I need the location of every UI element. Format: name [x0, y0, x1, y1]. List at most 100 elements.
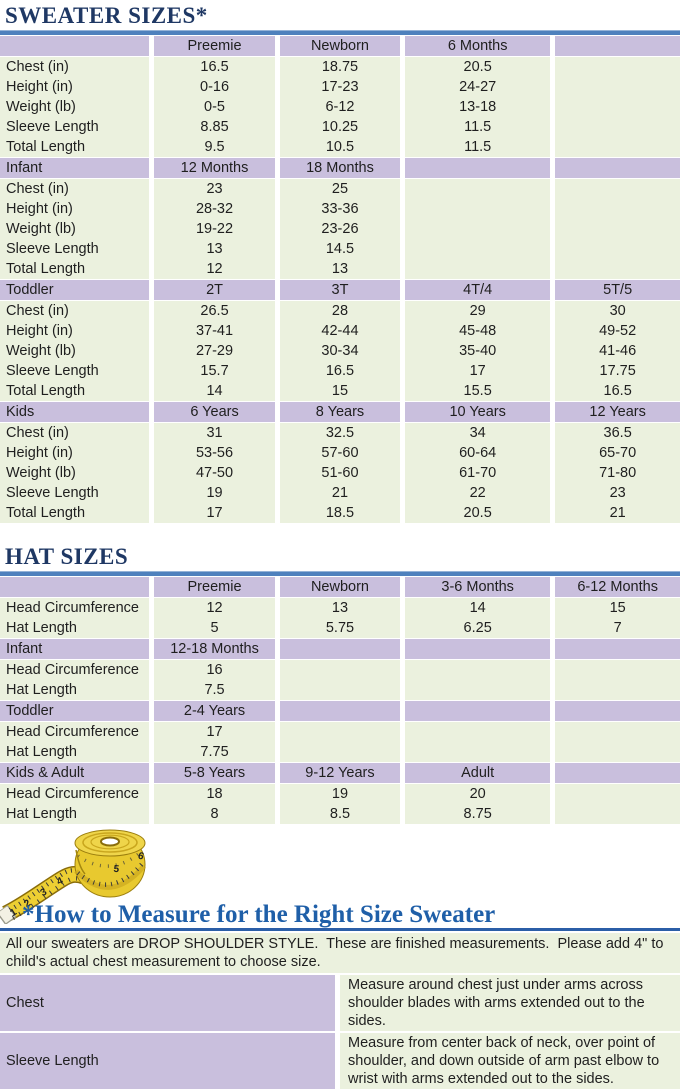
value-cell [552, 259, 680, 280]
row-label-cell: Sleeve Length [0, 239, 155, 259]
column-header-cell [402, 700, 556, 722]
value-cell: 13 [277, 259, 406, 280]
value-cell: 16.5 [552, 381, 680, 402]
row-label-cell: Sleeve Length [0, 483, 155, 503]
column-header-cell: 12 Years [552, 401, 680, 423]
section-header-row: Infant 12 Months 18 Months [0, 157, 680, 179]
value-cell: 28-32 [151, 199, 280, 219]
data-row: Height (in) 37-41 42-44 45-48 49-52 [0, 321, 680, 341]
value-cell: 8.75 [402, 804, 556, 824]
column-header-cell: 3T [277, 279, 406, 301]
row-label-cell: Hat Length [0, 742, 155, 763]
column-header-cell: 4T/4 [402, 279, 556, 301]
row-label-cell: Hat Length [0, 804, 155, 824]
value-cell: 18.5 [277, 503, 406, 523]
measure-title-rule [0, 928, 680, 931]
value-cell: 32.5 [277, 422, 406, 443]
column-header-cell: 9-12 Years [277, 762, 406, 784]
value-cell: 23-26 [277, 219, 406, 239]
value-cell [552, 97, 680, 117]
data-row: Head Circumference 12 13 14 15 [0, 597, 680, 618]
value-cell [552, 117, 680, 137]
value-cell: 30-34 [277, 341, 406, 361]
data-row: Hat Length 5 5.75 6.25 7 [0, 618, 680, 639]
value-cell: 16.5 [277, 361, 406, 381]
row-label-cell: Chest (in) [0, 422, 155, 443]
data-row: Chest (in) 31 32.5 34 36.5 [0, 422, 680, 443]
value-cell [552, 804, 680, 824]
column-header-cell [552, 35, 680, 57]
section-name-cell: Kids [0, 401, 155, 423]
value-cell [402, 239, 556, 259]
section-name-cell [0, 576, 155, 598]
measure-title: *How to Measure for the Right Size Sweat… [22, 901, 496, 928]
row-label-cell: Height (in) [0, 199, 155, 219]
row-label-cell: Hat Length [0, 618, 155, 639]
value-cell [402, 659, 556, 680]
value-cell: 27-29 [151, 341, 280, 361]
column-header-cell: 2-4 Years [151, 700, 280, 722]
measure-row-text: Measure from center back of neck, over p… [340, 1033, 680, 1089]
column-header-cell: 6-12 Months [552, 576, 680, 598]
value-cell [552, 219, 680, 239]
value-cell: 0-16 [151, 77, 280, 97]
data-row: Sleeve Length 15.7 16.5 17 17.75 [0, 361, 680, 381]
value-cell: 13 [277, 597, 406, 618]
value-cell: 20.5 [402, 503, 556, 523]
value-cell: 10.5 [277, 137, 406, 158]
row-label-cell: Total Length [0, 503, 155, 523]
value-cell [402, 721, 556, 742]
tape-number: 6 [136, 851, 145, 863]
value-cell: 23 [552, 483, 680, 503]
value-cell: 15 [277, 381, 406, 402]
tape-number: 2 [22, 898, 33, 910]
data-row: Sleeve Length 13 14.5 [0, 239, 680, 259]
row-label-cell: Weight (lb) [0, 341, 155, 361]
row-label-cell: Weight (lb) [0, 97, 155, 117]
value-cell: 36.5 [552, 422, 680, 443]
value-cell: 12 [151, 259, 280, 280]
column-header-cell: 2T [151, 279, 280, 301]
section-header-row: Toddler 2-4 Years [0, 700, 680, 722]
data-row: Height (in) 0-16 17-23 24-27 [0, 77, 680, 97]
value-cell: 16 [151, 659, 280, 680]
data-row: Head Circumference 17 [0, 721, 680, 742]
column-header-cell [402, 638, 556, 660]
column-header-cell: 12-18 Months [151, 638, 280, 660]
data-row: Height (in) 28-32 33-36 [0, 199, 680, 219]
value-cell: 15.5 [402, 381, 556, 402]
row-label-cell: Height (in) [0, 77, 155, 97]
value-cell: 19 [151, 483, 280, 503]
value-cell: 24-27 [402, 77, 556, 97]
data-row: Total Length 9.5 10.5 11.5 [0, 137, 680, 158]
value-cell: 35-40 [402, 341, 556, 361]
value-cell [402, 259, 556, 280]
value-cell: 10.25 [277, 117, 406, 137]
section-name-cell: Kids & Adult [0, 762, 155, 784]
section-header-row: Toddler 2T 3T 4T/4 5T/5 [0, 279, 680, 301]
section-header-row: Preemie Newborn 6 Months [0, 35, 680, 57]
value-cell: 16.5 [151, 56, 280, 77]
sweater-title-bar [0, 30, 680, 35]
value-cell: 20 [402, 783, 556, 804]
value-cell: 26.5 [151, 300, 280, 321]
value-cell: 17.75 [552, 361, 680, 381]
column-header-cell [552, 638, 680, 660]
section-name-cell: Infant [0, 157, 155, 179]
sweater-sizes-title: SWEATER SIZES* [5, 3, 208, 28]
hat-table-grid: Preemie Newborn 3-6 Months 6-12 Months Head … [0, 576, 680, 824]
value-cell: 11.5 [402, 137, 556, 158]
measure-row-text: Measure around chest just under arms acr… [340, 975, 680, 1031]
row-label-cell: Chest (in) [0, 300, 155, 321]
measure-row-label: Chest [0, 975, 340, 1031]
value-cell: 21 [277, 483, 406, 503]
hat-sizes-title: HAT SIZES [5, 544, 129, 569]
column-header-cell: 18 Months [277, 157, 406, 179]
tape-number: 1 [8, 907, 19, 920]
hat-sizes-table: Preemie Newborn 3-6 Months 6-12 Months Head … [0, 576, 680, 824]
value-cell: 7.75 [151, 742, 280, 763]
value-cell: 33-36 [277, 199, 406, 219]
value-cell: 7.5 [151, 680, 280, 701]
value-cell: 7 [552, 618, 680, 639]
